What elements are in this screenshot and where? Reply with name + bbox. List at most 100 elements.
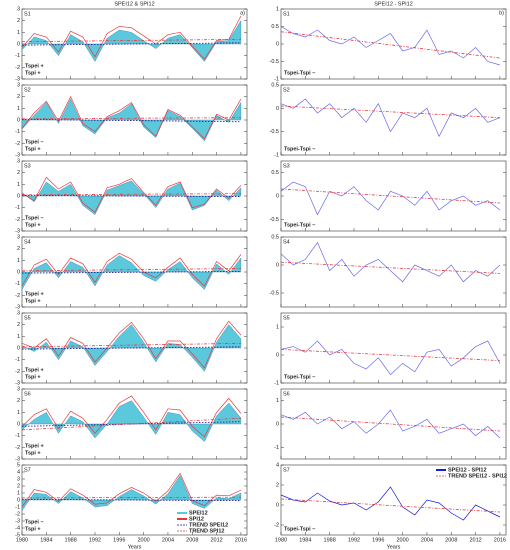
y-tick-label: -2 [274,522,279,528]
y-tick-label: -1 [274,380,279,386]
y-tick-label: -1 [15,433,20,439]
y-tick-label: -5 [15,532,20,538]
area [21,475,242,512]
line [21,395,242,438]
trend-line [280,31,500,59]
panel-label: S4 [283,239,290,245]
y-tick-label: -1 [274,445,279,451]
panel-label: S2 [24,87,31,93]
y-tick-label: -2 [15,65,20,71]
line [21,176,242,213]
panel-label: S3 [24,163,31,169]
y-tick-label: 1 [17,490,20,496]
y-tick-label: 0.5 [271,170,279,176]
line [280,241,501,283]
legend-label: TREND SPI12 [189,528,224,534]
y-tick-label: 2 [17,322,20,328]
panel-frame [280,312,507,384]
y-tick-label: 3 [17,158,20,164]
x-tick-label: 1980 [16,537,28,543]
y-tick-label: 0 [17,497,20,503]
y-tick-label: -3 [15,152,20,158]
x-tick-label: 2012 [210,537,222,543]
y-tick-label: 3 [17,6,20,12]
y-tick-label: -1 [15,281,20,287]
y-tick-label: 1 [17,182,20,188]
area [21,400,242,442]
x-tick-label: 2000 [396,537,408,543]
trend-line [21,38,241,43]
y-tick-label: 0 [276,41,279,47]
y-tick-label: 0 [276,502,279,508]
trend-line [21,193,241,196]
annotation: Tspei + [25,63,44,69]
panel-label: S3 [283,163,290,169]
panel-label: S1 [24,11,31,17]
y-tick-label: 3 [17,386,20,392]
panel-label: S5 [24,315,31,321]
y-tick-label: 0 [17,117,20,123]
y-tick-label: -0.5 [270,217,279,223]
line [280,486,501,521]
trend-line [280,188,500,204]
y-tick-label: -0.5 [270,129,279,135]
panel-label: S2 [283,87,290,93]
x-tick-label: 2004 [421,537,433,543]
y-tick-label: -2 [15,293,20,299]
y-tick-label: -1 [15,129,20,135]
y-tick-label: -2 [15,445,20,451]
y-tick-label: 1 [17,106,20,112]
x-tick-label: 1992 [348,537,360,543]
y-tick-label: 0 [17,421,20,427]
annotation: Tspei + [25,443,44,449]
annotation: Tspi + [25,70,41,76]
panel-frame [280,236,507,308]
x-tick-label: 2016 [235,537,247,543]
trend-line [280,416,500,432]
legend-label: TREND SPEI12 [189,522,228,528]
y-tick-label: -1 [274,76,279,82]
y-tick-label: -1 [274,152,279,158]
line [280,340,501,376]
trend-line [21,271,241,274]
y-tick-label: 3 [17,310,20,316]
trend-line [280,349,500,361]
trend-line [280,261,500,274]
x-tick-label: 2000 [137,537,149,543]
panel-label: S6 [283,391,290,397]
legend-label: SPEI12 [189,510,208,516]
line [280,98,501,138]
y-tick-label: -3 [15,518,20,524]
trend-line [280,105,500,119]
y-tick-label: 0.5 [271,234,279,240]
x-axis-label: Years [387,544,401,550]
x-tick-label: 1988 [65,537,77,543]
y-tick-label: 2 [17,94,20,100]
y-tick-label: -0.5 [270,59,279,65]
y-tick-label: -3 [15,456,20,462]
y-tick-label: -2 [15,141,20,147]
y-tick-label: 1 [17,30,20,36]
y-tick-label: -2 [15,511,20,517]
x-tick-label: 1992 [89,537,101,543]
annotation: Tspi + [25,450,41,456]
line [21,252,242,287]
line [21,15,242,60]
y-tick-label: 2 [17,483,20,489]
y-tick-label: 2 [17,246,20,252]
y-tick-label: 2 [17,170,20,176]
annotation: Tspi + [25,374,41,380]
y-tick-label: 4 [17,469,20,475]
y-tick-label: 0 [276,262,279,268]
y-tick-label: 0 [17,269,20,275]
y-tick-label: 0 [276,352,279,358]
trend-line [280,498,500,513]
panel-frame [280,84,507,156]
annotation: Tspei-Tspi – [284,526,315,532]
trend-line [21,496,241,499]
y-tick-label: 0.5 [271,24,279,30]
y-tick-label: 1 [276,398,279,404]
x-tick-label: 1984 [299,537,311,543]
y-tick-label: -2 [15,217,20,223]
